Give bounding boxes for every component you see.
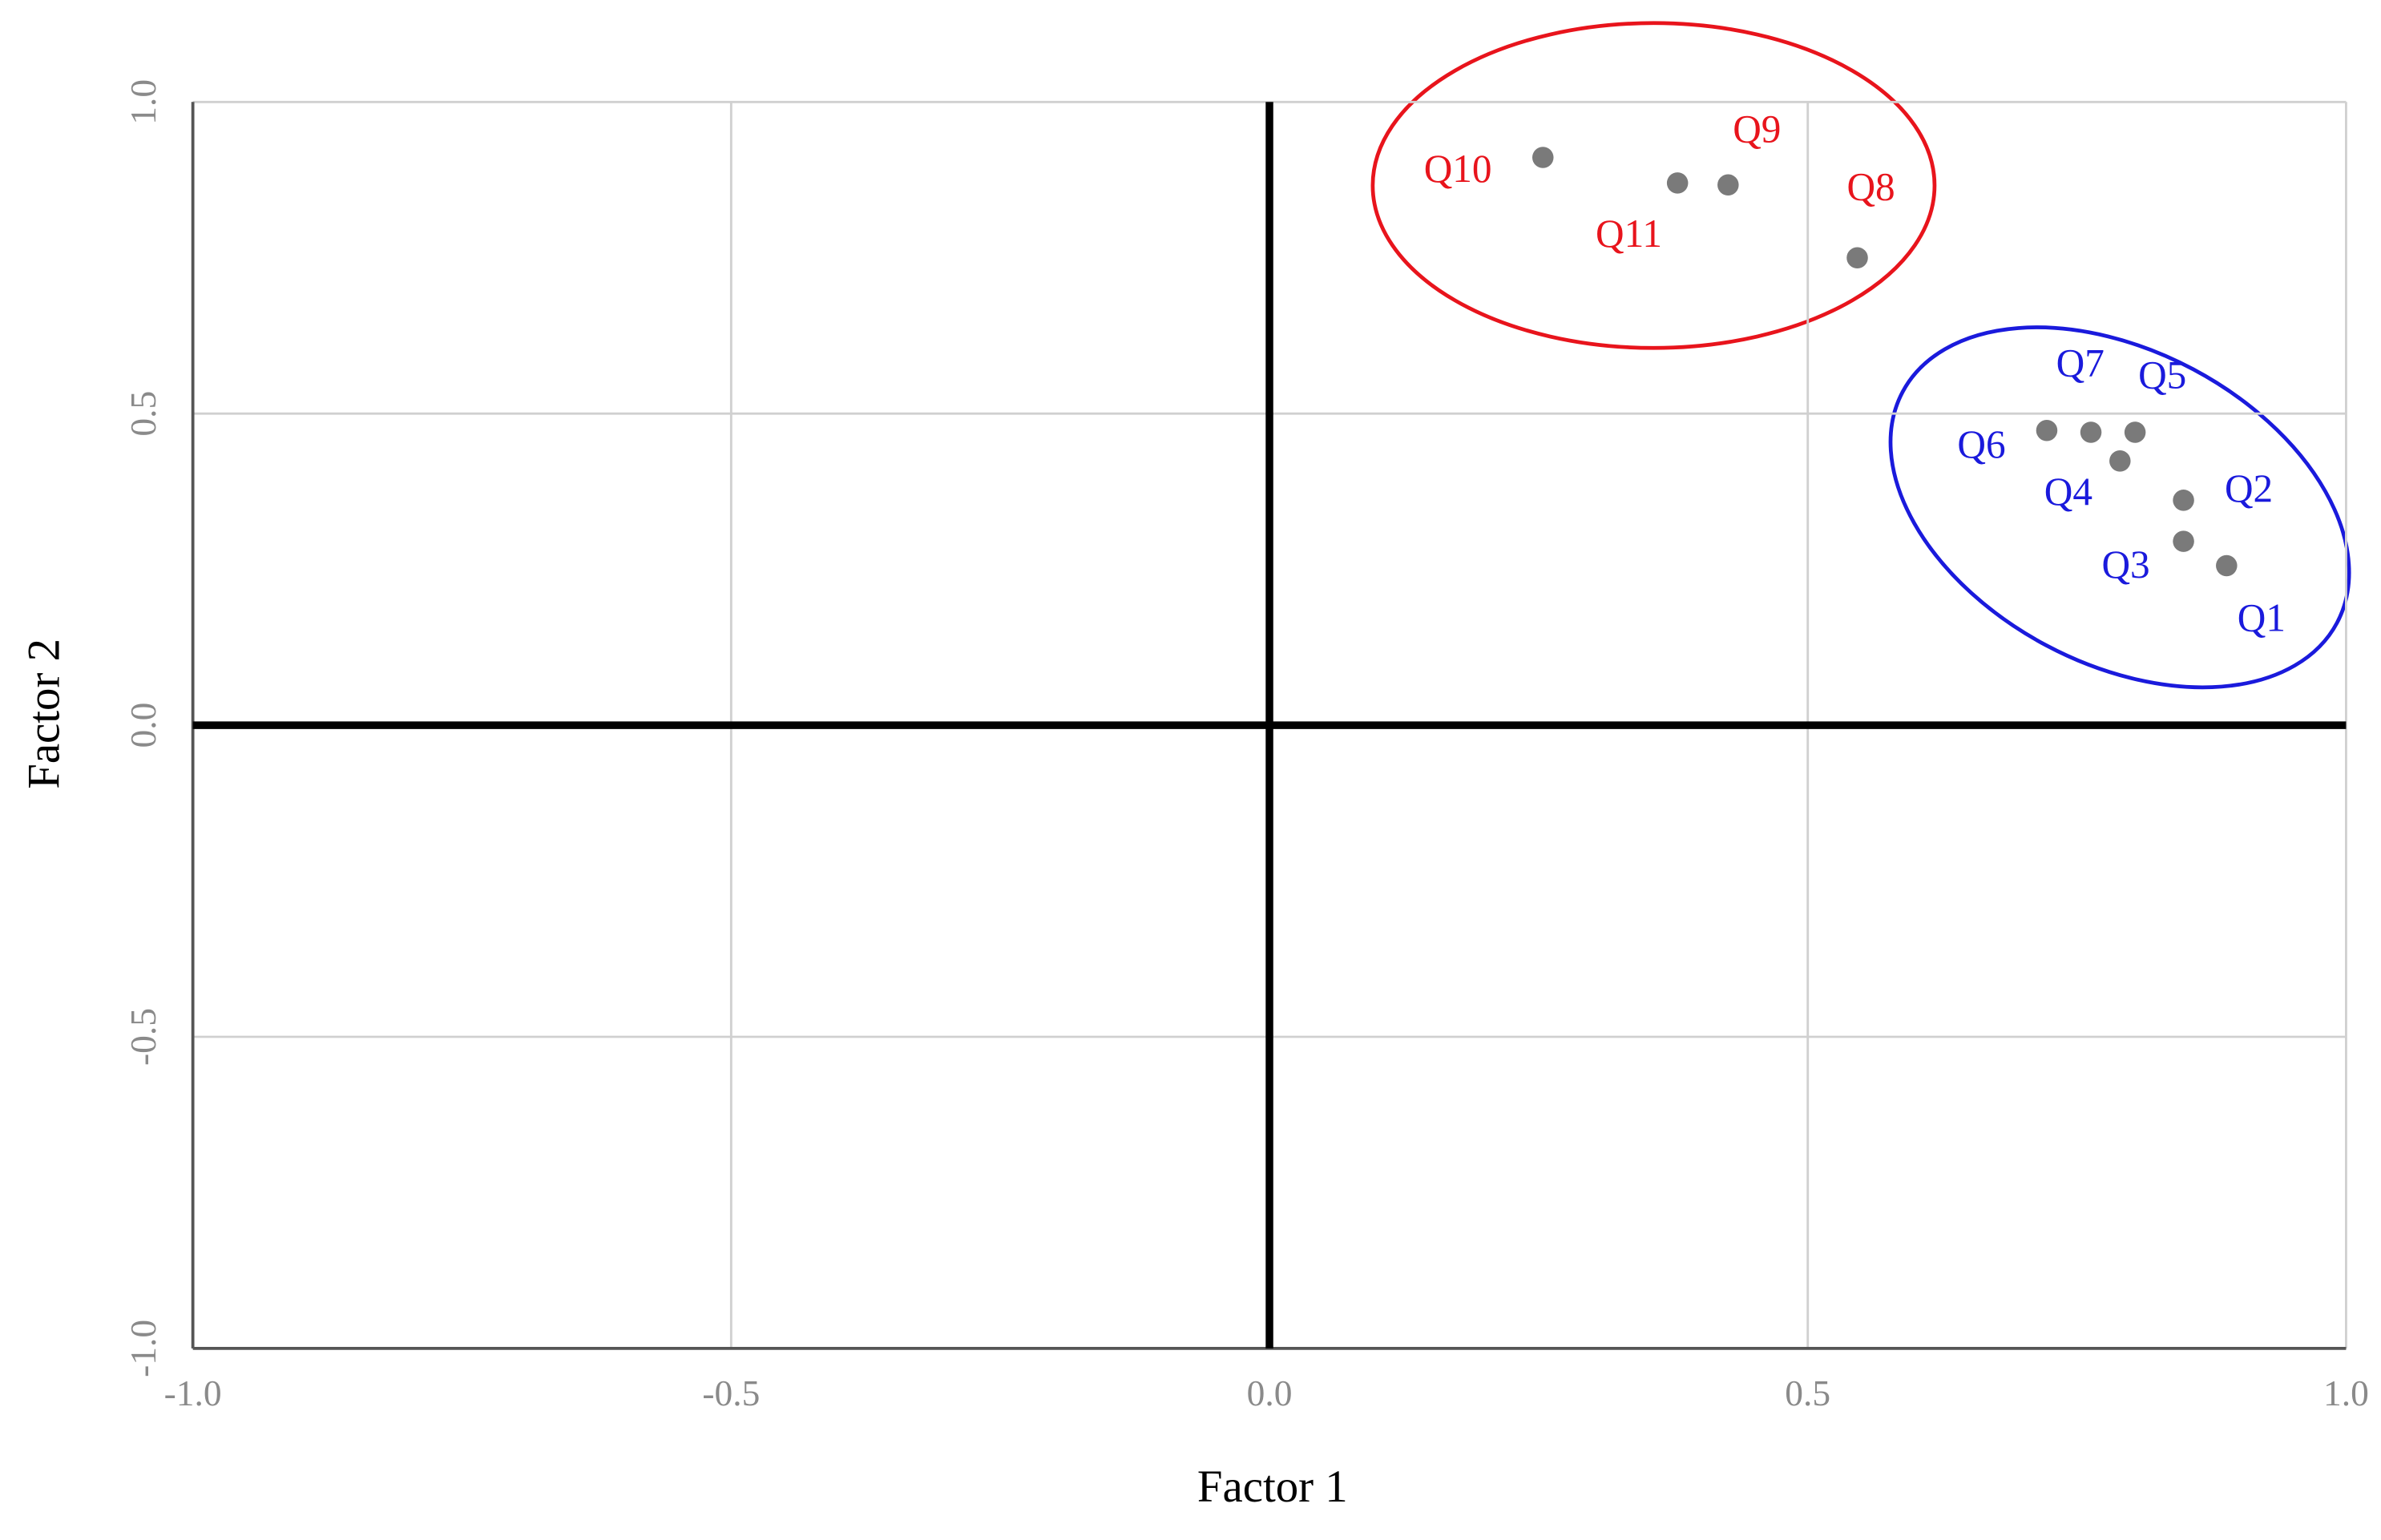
x-axis-title: Factor 1 [1197,1461,1348,1512]
x-tick-label: 0.0 [1247,1373,1293,1413]
point [1666,172,1689,194]
point-label: Q1 [2238,595,2286,639]
point [1717,174,1739,196]
x-tick-label: -0.5 [702,1373,760,1413]
y-tick-label: -0.5 [123,1008,163,1066]
point [2173,490,2194,511]
x-tick-label: 0.5 [1785,1373,1830,1413]
y-axis-title: Factor 2 [19,639,70,789]
point-label: Q11 [1596,212,1662,256]
point [1532,147,1554,168]
group-outline [1888,325,2351,690]
point-label: Q7 [2056,341,2105,385]
point-label: Q6 [1957,422,2005,466]
x-tick-label: 1.0 [2323,1373,2369,1413]
point-label: Q8 [1846,165,1895,209]
point [2124,421,2146,443]
y-tick-label: 0.5 [123,391,163,437]
y-tick-label: 1.0 [123,79,163,125]
group-outline [1370,21,1937,350]
y-tick-label: 0.0 [123,703,163,748]
point [1846,247,1868,269]
point-label: Q5 [2138,353,2186,397]
point-label: Q10 [1424,147,1492,191]
point-label: Q9 [1733,107,1781,151]
point [2216,554,2238,577]
point-label: Q4 [2044,470,2092,514]
y-tick-label: -1.0 [123,1320,163,1377]
point [2036,419,2058,441]
x-tick-label: -1.0 [164,1373,222,1413]
point [2109,450,2131,472]
point-label: Q3 [2101,542,2149,587]
point-label: Q2 [2225,466,2273,510]
point [2173,530,2194,552]
point [2080,421,2102,443]
